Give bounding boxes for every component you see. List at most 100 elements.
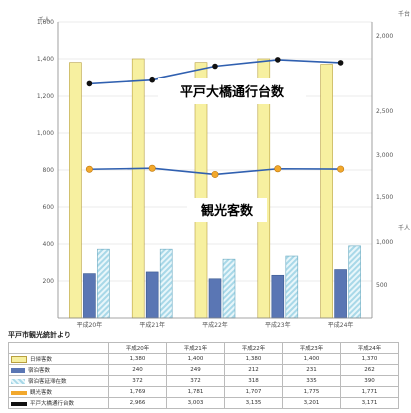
table-cell: 249: [166, 364, 225, 376]
table-cell: 1,380: [224, 353, 283, 365]
table-header-row: 平成20年 平成21年 平成22年 平成23年 平成24年: [8, 342, 399, 354]
point-tourists: [274, 165, 282, 173]
x-tick-label: 平成23年: [265, 321, 291, 329]
table-cell: 2,966: [108, 397, 167, 409]
bar-staydays: [159, 248, 173, 319]
point-bridge: [337, 60, 344, 66]
point-bridge: [149, 76, 155, 83]
table-header-cell: 平成23年: [282, 342, 341, 354]
table-row: 宿泊客数 240 249 212 231 262: [8, 364, 399, 376]
bar-overnight: [145, 271, 159, 319]
row-label-text: 平戸大橋通行台数: [30, 401, 75, 407]
label-box-tourists: [187, 198, 267, 222]
left-tick-label: 200: [43, 278, 55, 285]
table-cell: 318: [224, 375, 283, 387]
right-tick-label: 1,000: [376, 239, 393, 246]
table-cell: 1,771: [340, 386, 399, 398]
x-tick-label: 平成22年: [202, 321, 228, 329]
table-cell: 3,171: [340, 397, 399, 409]
bar-overnight: [271, 274, 285, 319]
right-tick-label: 500: [376, 282, 388, 289]
table-cell: 1,400: [166, 353, 225, 365]
table-cell: 3,003: [166, 397, 225, 409]
table-cell: 212: [224, 364, 283, 376]
legend-swatch-dayvisitors: [11, 356, 27, 363]
right-axis-unit: 千台: [398, 10, 410, 18]
left-tick-label: 1,200: [37, 93, 54, 100]
row-label: 宿泊客延滞在数: [8, 375, 109, 387]
annotation-tourists: 観光客数: [200, 203, 254, 219]
right-tick-label: 2,500: [376, 108, 393, 115]
bar-staydays: [222, 258, 236, 319]
axes-layer: 200 400 600 800 1,000 1,200 1,400 1,600 2,000 2,5…: [37, 19, 394, 329]
table-row: 平戸大橋通行台数 2,966 3,003 3,135 3,201 3,171: [8, 397, 399, 409]
point-tourists: [148, 164, 156, 172]
table-cell: 1,769: [108, 386, 167, 398]
row-label-text: 宿泊客数: [28, 368, 51, 374]
legend-swatch-bridge: [11, 401, 27, 406]
right-axis-tail-unit: 千人: [398, 224, 410, 232]
right-tick-label: 3,000: [376, 152, 393, 159]
table-cell: 240: [108, 364, 167, 376]
label-box-bridge: [158, 78, 306, 104]
left-tick-label: 600: [43, 204, 55, 211]
table-row: 日帰客数 1,380 1,400 1,380 1,400 1,370: [8, 353, 399, 365]
table-cell: 1,707: [224, 386, 283, 398]
table-header-cell: 平成22年: [224, 342, 283, 354]
left-tick-label: 1,600: [37, 19, 54, 26]
table-header-cell: 平成24年: [340, 342, 399, 354]
table-cell: 3,135: [224, 397, 283, 409]
table-cell: 3,201: [282, 397, 341, 409]
row-label: 観光客数: [8, 386, 109, 398]
table-cell: 1,781: [166, 386, 225, 398]
row-label: 宿泊客数: [8, 364, 109, 376]
bar-dayvisitors: [320, 64, 333, 319]
bar-dayvisitors: [131, 58, 145, 319]
row-label-text: 宿泊客延滞在数: [28, 379, 67, 385]
left-tick-label: 1,400: [37, 56, 54, 63]
right-tick-label: 1,500: [376, 194, 393, 201]
table-cell: 1,380: [108, 353, 167, 365]
annotation-bridge: 平戸大橋通行台数: [180, 84, 285, 100]
table-header-cell: 平成21年: [166, 342, 225, 354]
left-axis-unit: 千人: [38, 16, 50, 24]
legend-swatch-tourists: [11, 390, 27, 395]
point-tourists: [211, 170, 219, 178]
table-cell: 1,775: [282, 386, 341, 398]
legend-swatch-overnight: [11, 368, 25, 373]
row-label: 平戸大橋通行台数: [8, 397, 109, 409]
table-cell: 262: [340, 364, 399, 376]
left-tick-label: 1,000: [37, 130, 54, 137]
row-label-text: 日帰客数: [30, 357, 53, 363]
point-bridge: [275, 57, 281, 63]
table-header-cell: 平成20年: [108, 342, 167, 354]
table-cell: 1,400: [282, 353, 341, 365]
table-row: 観光客数 1,769 1,781 1,707 1,775 1,771: [8, 386, 399, 398]
table-cell: 372: [108, 375, 167, 387]
row-label: 日帰客数: [8, 353, 109, 365]
table-row: 宿泊客延滞在数 372 372 318 335 390: [8, 375, 399, 387]
point-tourists: [337, 165, 345, 173]
data-table: 平成20年 平成21年 平成22年 平成23年 平成24年 日帰客数 1,380…: [8, 342, 399, 409]
point-bridge: [212, 63, 218, 70]
source-note: 平戸市観光統計より: [8, 331, 71, 339]
x-tick-label: 平成20年: [77, 321, 103, 329]
table-cell: 231: [282, 364, 341, 376]
left-tick-label: 800: [43, 167, 55, 174]
bar-dayvisitors: [69, 62, 82, 319]
point-tourists: [85, 165, 93, 173]
table-cell: 335: [282, 375, 341, 387]
right-tick-label: 2,000: [376, 33, 393, 40]
row-label-text: 観光客数: [30, 390, 53, 396]
table-cell: 1,370: [340, 353, 399, 365]
bar-staydays: [285, 255, 299, 319]
bar-staydays: [348, 245, 361, 319]
bar-staydays: [97, 248, 110, 319]
point-bridge: [86, 80, 93, 87]
x-tick-label: 平成24年: [328, 321, 354, 329]
table-corner: [8, 342, 109, 354]
bar-overnight: [83, 273, 96, 319]
left-tick-label: 400: [43, 241, 55, 248]
table-cell: 372: [166, 375, 225, 387]
